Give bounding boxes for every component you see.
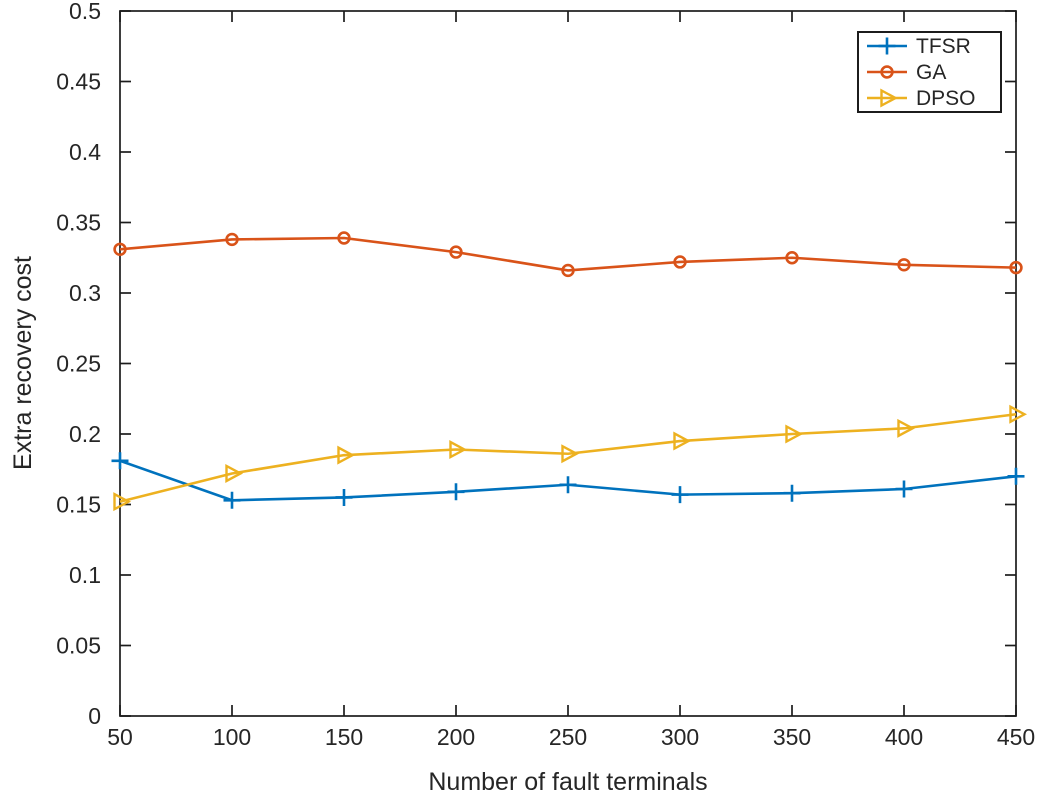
y-tick-label: 0 — [88, 703, 101, 729]
y-tick-label: 0.3 — [69, 280, 101, 306]
series-tfsr — [111, 452, 1025, 509]
circle-marker — [113, 242, 127, 256]
plus-marker — [335, 488, 353, 506]
triangle-right-marker — [449, 440, 468, 460]
circle-marker — [785, 251, 799, 265]
y-tick-label: 0.35 — [56, 210, 101, 236]
triangle-right-marker — [897, 418, 916, 438]
triangle-right-marker — [785, 424, 804, 444]
legend: TFSR GA DPSO — [857, 31, 1002, 113]
legend-line-sample-ga — [867, 65, 907, 79]
legend-item-ga: GA — [867, 59, 1000, 85]
plus-marker — [878, 37, 896, 55]
legend-line-sample-dpso — [867, 88, 907, 108]
legend-line-sample-tfsr — [867, 37, 907, 55]
legend-label-dpso: DPSO — [916, 86, 976, 110]
legend-item-tfsr: TFSR — [867, 33, 1000, 59]
y-axis-label: Extra recovery cost — [9, 256, 37, 470]
y-tick-label: 0.1 — [69, 562, 101, 588]
circle-marker — [449, 245, 463, 259]
circle-marker — [673, 255, 687, 269]
series-dpso — [113, 404, 1028, 512]
triangle-right-marker — [561, 444, 580, 464]
y-tick-label: 0.5 — [69, 0, 101, 24]
y-tick-label: 0.15 — [56, 492, 101, 518]
plus-marker — [111, 452, 129, 470]
triangle-right-marker — [225, 463, 244, 483]
axes: 50 100 150 200 250 300 350 400 450 0 0.05 0.1 0.15 0.… — [56, 0, 1035, 750]
circle-marker — [1009, 260, 1023, 275]
plus-marker — [671, 486, 689, 504]
series-layer — [111, 231, 1028, 512]
triangle-right-marker — [113, 492, 132, 512]
series-line — [119, 412, 1017, 503]
circle-marker — [225, 232, 239, 247]
plus-marker — [1007, 467, 1025, 485]
triangle-right-marker — [673, 431, 692, 451]
series-ga — [113, 231, 1023, 278]
legend-item-dpso: DPSO — [867, 85, 1000, 111]
circle-marker — [897, 258, 911, 272]
circle-marker — [561, 263, 575, 278]
plus-marker — [559, 476, 577, 494]
x-tick-label: 200 — [437, 724, 475, 750]
y-tick-label: 0.2 — [69, 421, 101, 447]
x-tick-label: 150 — [325, 724, 363, 750]
x-tick-label: 350 — [773, 724, 811, 750]
plot-box — [119, 10, 1017, 717]
series-line — [119, 236, 1017, 272]
x-axis-label: Number of fault terminals — [428, 768, 707, 796]
triangle-right-marker — [1009, 404, 1028, 424]
legend-label-tfsr: TFSR — [916, 34, 971, 58]
triangle-right-marker — [337, 445, 356, 465]
circle-marker — [337, 231, 351, 245]
x-tick-label: 250 — [549, 724, 587, 750]
y-tick-label: 0.4 — [69, 139, 101, 165]
x-tick-label: 300 — [661, 724, 699, 750]
triangle-right-marker — [880, 88, 899, 108]
y-tick-label: 0.45 — [56, 69, 101, 95]
y-tick-label: 0.25 — [56, 351, 101, 377]
plus-marker — [447, 483, 465, 501]
x-tick-label: 100 — [213, 724, 251, 750]
x-tick-label: 400 — [885, 724, 923, 750]
plus-marker — [895, 480, 913, 498]
plus-marker — [223, 491, 241, 509]
x-tick-label: 450 — [997, 724, 1035, 750]
x-tick-label: 50 — [107, 724, 133, 750]
circle-marker — [880, 65, 894, 79]
plus-marker — [783, 484, 801, 502]
legend-label-ga: GA — [916, 60, 947, 84]
y-tick-label: 0.05 — [56, 633, 101, 659]
